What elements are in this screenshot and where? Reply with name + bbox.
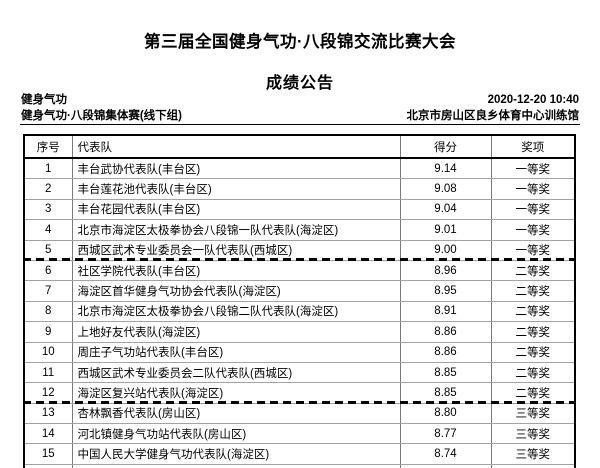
award-tier-divider-second-third (23, 400, 574, 404)
award-cell: 一等奖 (491, 199, 575, 221)
team-cell: 西城区武术专业委员会一队代表队(西城区) (72, 240, 401, 261)
award-cell: 一等奖 (491, 158, 575, 180)
meta-block: 健身气功 2020-12-20 10:40 健身气功·八段锦集体赛(线下组) 北… (21, 92, 579, 124)
team-cell: 周庄子气功站代表队(丰台区) (72, 342, 401, 363)
team-cell: 北京市海淀区太极拳协会八段锦一队代表队(海淀区) (72, 219, 401, 241)
table-row: 6 社区学院代表队(丰台区) 8.96 二等奖 (24, 260, 575, 282)
header-divider-line (20, 124, 580, 125)
rank-cell: 6 (24, 260, 73, 282)
team-cell: 北京市海淀区太极拳协会八段锦二队代表队(海淀区) (72, 301, 401, 323)
table-row: 11 西城区武术专业委员会二队代表队(西城区) 8.85 二等奖 (24, 362, 575, 384)
rank-cell: 10 (24, 342, 73, 363)
column-header-score: 得分 (400, 135, 492, 159)
page-title: 第三届全国健身气功·八段锦交流比赛大会 (144, 33, 456, 51)
table-row: 13 杏林飘香代表队(房山区) 8.80 三等奖 (24, 403, 575, 425)
rank-cell (24, 464, 73, 468)
score-cell: 8.77 (400, 423, 492, 445)
team-cell: 河北镇健身气功站代表队(房山区) (72, 423, 401, 445)
column-header-award: 奖项 (491, 135, 575, 159)
award-tier-divider-first-second (23, 257, 574, 261)
score-cell: 8.74 (400, 443, 492, 465)
award-cell: 三等奖 (491, 423, 575, 445)
rank-cell: 3 (24, 199, 73, 221)
score-cell: 8.96 (400, 260, 492, 282)
team-cell (72, 464, 401, 468)
team-cell: 中国人民大学健身气功代表队(海淀区) (72, 443, 401, 465)
award-cell: 二等奖 (491, 362, 575, 384)
award-cell: 二等奖 (491, 260, 575, 282)
score-cell: 9.04 (400, 199, 492, 221)
table-row: 9 上地好友代表队(海淀区) 8.86 二等奖 (24, 321, 575, 343)
score-cell: 8.86 (400, 321, 492, 343)
rank-cell: 2 (24, 178, 73, 200)
rank-cell: 4 (24, 219, 73, 241)
table-row: 3 丰台花园代表队(丰台区) 9.04 一等奖 (24, 199, 575, 221)
score-cell: 9.08 (400, 178, 492, 200)
meta-line-2: 健身气功·八段锦集体赛(线下组) 北京市房山区良乡体育中心训练馆 (21, 108, 579, 124)
venue: 北京市房山区良乡体育中心训练馆 (406, 110, 580, 122)
table-row: 4 北京市海淀区太极拳协会八段锦一队代表队(海淀区) 9.01 一等奖 (24, 219, 575, 241)
score-cell: 8.86 (400, 342, 492, 363)
team-cell: 丰台武协代表队(丰台区) (72, 158, 401, 180)
rank-cell: 15 (24, 443, 73, 465)
score-cell: 9.14 (400, 158, 492, 180)
table-row: 2 丰台莲花池代表队(丰台区) 9.08 一等奖 (24, 178, 575, 200)
table-row: 1 丰台武协代表队(丰台区) 9.14 一等奖 (24, 158, 575, 180)
team-cell: 西城区武术专业委员会二队代表队(西城区) (72, 362, 401, 384)
table-row-partial (24, 464, 575, 468)
team-cell: 上地好友代表队(海淀区) (72, 321, 401, 343)
results-table-wrap: 序号 代表队 得分 奖项 1 丰台武协代表队(丰台区) 9.14 一等奖 2 丰… (23, 134, 576, 468)
rank-cell: 1 (24, 158, 73, 180)
rank-cell: 13 (24, 403, 73, 425)
announcement-datetime: 2020-12-20 10:40 (487, 94, 579, 106)
meta-line-1: 健身气功 2020-12-20 10:40 (21, 92, 579, 108)
event-name: 健身气功 (21, 94, 67, 106)
table-row: 15 中国人民大学健身气功代表队(海淀区) 8.74 三等奖 (24, 443, 575, 465)
score-cell (400, 464, 492, 468)
event-detail: 健身气功·八段锦集体赛(线下组) (21, 110, 182, 122)
award-cell: 一等奖 (491, 219, 575, 241)
team-cell: 丰台花园代表队(丰台区) (72, 199, 401, 221)
column-header-rank: 序号 (24, 135, 73, 159)
rank-cell: 9 (24, 321, 73, 343)
table-row: 10 周庄子气功站代表队(丰台区) 8.86 二等奖 (24, 342, 575, 363)
team-cell: 海淀区首华健身气功协会代表队(海淀区) (72, 280, 401, 302)
rank-cell: 8 (24, 301, 73, 323)
column-header-team: 代表队 (72, 135, 401, 159)
award-cell: 二等奖 (491, 321, 575, 343)
score-cell: 8.85 (400, 362, 492, 384)
team-cell: 社区学院代表队(丰台区) (72, 260, 401, 282)
table-row: 5 西城区武术专业委员会一队代表队(西城区) 9.00 一等奖 (24, 240, 575, 261)
award-cell: 二等奖 (491, 280, 575, 302)
award-cell: 三等奖 (491, 403, 575, 425)
rank-cell: 14 (24, 423, 73, 445)
award-cell (491, 464, 575, 468)
table-row: 8 北京市海淀区太极拳协会八段锦二队代表队(海淀区) 8.91 二等奖 (24, 301, 575, 323)
award-cell: 二等奖 (491, 342, 575, 363)
award-cell: 一等奖 (491, 240, 575, 261)
score-cell: 9.01 (400, 219, 492, 241)
award-cell: 一等奖 (491, 178, 575, 200)
score-cell: 8.95 (400, 280, 492, 302)
results-table: 序号 代表队 得分 奖项 1 丰台武协代表队(丰台区) 9.14 一等奖 2 丰… (23, 134, 576, 468)
award-cell: 二等奖 (491, 301, 575, 323)
table-row: 7 海淀区首华健身气功协会代表队(海淀区) 8.95 二等奖 (24, 280, 575, 302)
team-cell: 杏林飘香代表队(房山区) (72, 403, 401, 425)
score-cell: 8.91 (400, 301, 492, 323)
page-subtitle: 成绩公告 (265, 75, 334, 92)
table-header-row: 序号 代表队 得分 奖项 (24, 135, 575, 159)
team-cell: 丰台莲花池代表队(丰台区) (72, 178, 401, 200)
score-cell: 8.80 (400, 403, 492, 425)
award-cell: 三等奖 (491, 443, 575, 465)
rank-cell: 11 (24, 362, 73, 384)
table-row: 14 河北镇健身气功站代表队(房山区) 8.77 三等奖 (24, 423, 575, 445)
rank-cell: 7 (24, 280, 73, 302)
